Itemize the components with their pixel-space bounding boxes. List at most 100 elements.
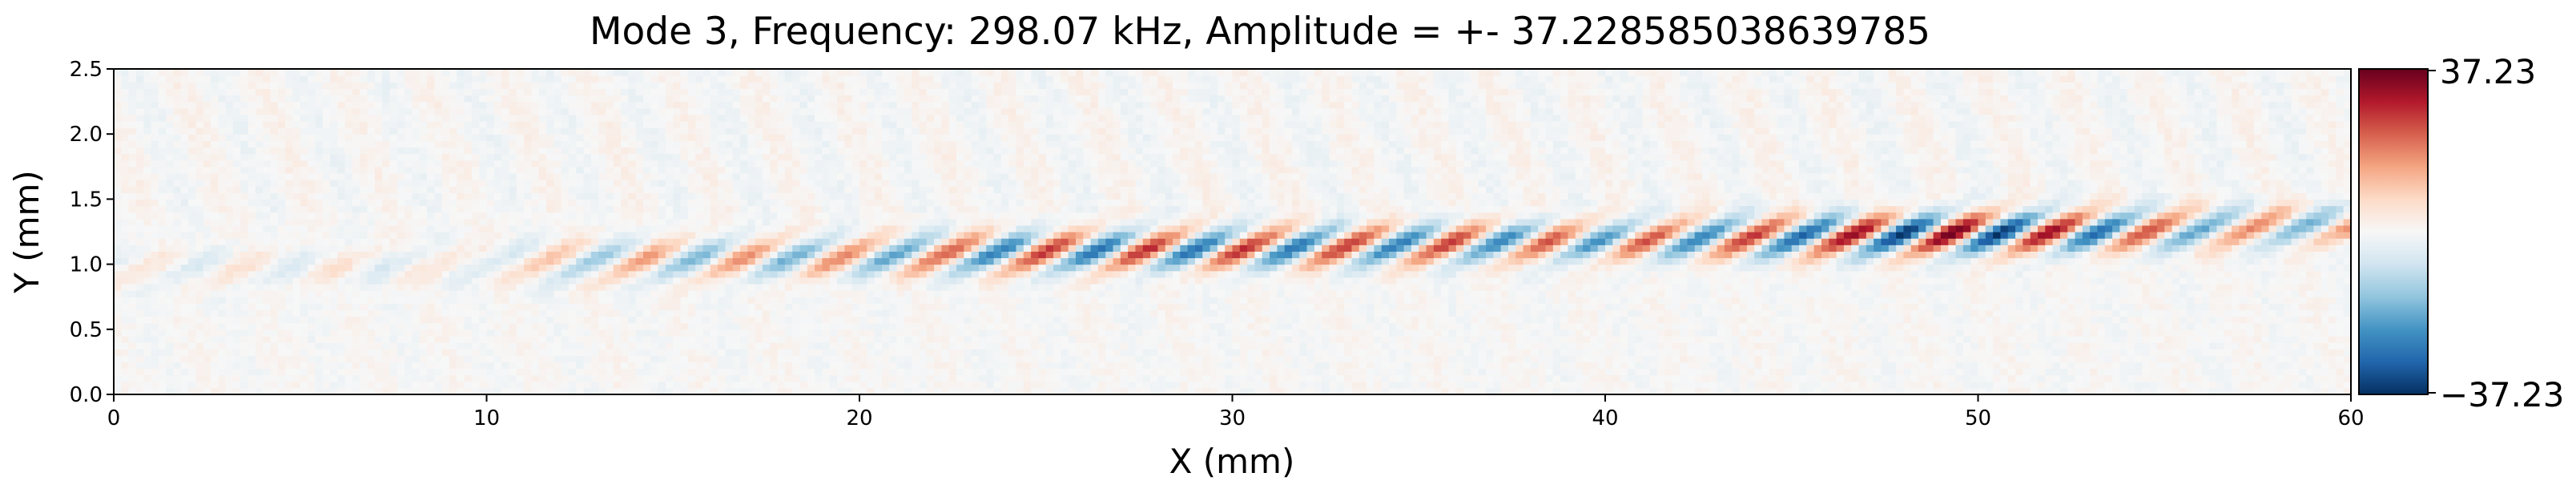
heatmap-cell [1702,362,1710,370]
heatmap-cell [1635,387,1644,394]
heatmap-cell [1568,381,1576,389]
heatmap-cell [1210,297,1218,304]
heatmap-cell [367,322,376,330]
heatmap-cell [211,342,219,350]
heatmap-cell [300,303,308,311]
heatmap-cell [1403,335,1412,343]
heatmap-cell [1978,309,1986,317]
heatmap-cell [1374,374,1383,382]
heatmap-cell [1344,309,1353,317]
heatmap-cell [1135,309,1144,317]
heatmap-cell [240,290,249,297]
heatmap-cell [1284,342,1293,350]
heatmap-cell [1687,342,1696,350]
heatmap-cell [1210,387,1218,394]
heatmap-cell [1202,309,1211,317]
heatmap-cell [434,309,443,317]
heatmap-cell [1411,342,1419,350]
heatmap-cell [1813,309,1822,317]
heatmap-cell [135,290,144,297]
heatmap-cell [1926,309,1934,317]
heatmap-cell [576,335,585,343]
heatmap-cell [941,335,950,343]
heatmap-cell [643,362,651,370]
heatmap-cell [1486,290,1494,297]
heatmap-cell [1955,381,1964,389]
heatmap-cell [2179,309,2188,317]
heatmap-cell [2306,387,2315,394]
heatmap-cell [2224,381,2232,389]
heatmap-cell [509,329,517,337]
heatmap-cell [553,355,562,362]
heatmap-cell [1165,368,1173,376]
heatmap-cell [471,290,480,297]
heatmap-cell [993,309,1002,317]
heatmap-cell [1254,290,1263,297]
heatmap-cell [1597,322,1606,330]
heatmap-cell [1843,349,1852,356]
heatmap-cell [1113,387,1121,394]
heatmap-cell [396,290,405,297]
heatmap-cell [2023,309,2031,317]
heatmap-cell [2187,362,2196,370]
heatmap-cell [1142,387,1151,394]
heatmap-cell [232,387,241,394]
heatmap-cell [1135,349,1144,356]
heatmap-cell [1851,309,1860,317]
heatmap-cell [815,368,823,376]
heatmap-cell [1777,329,1785,337]
heatmap-cell [1075,329,1084,337]
heatmap-cell [1806,374,1815,382]
heatmap-cell [1299,316,1308,324]
heatmap-cell [1090,283,1099,291]
heatmap-cell [1590,374,1599,382]
heatmap-cell [687,381,696,389]
heatmap-cell [859,283,867,291]
heatmap-cell [844,342,853,350]
heatmap-cell [1962,329,1971,337]
heatmap-cell [1061,362,1069,370]
heatmap-cell [1575,322,1584,330]
heatmap-cell [680,283,689,291]
heatmap-cell [1344,342,1353,350]
heatmap-cell [449,329,457,337]
heatmap-cell [270,349,279,356]
heatmap-cell [538,329,547,337]
heatmap-cell [2067,329,2076,337]
heatmap-cell [1993,290,2002,297]
heatmap-cell [2216,290,2225,297]
heatmap-cell [658,322,666,330]
heatmap-cell [658,342,666,350]
heatmap-cell [1463,303,1472,311]
heatmap-cell [143,290,152,297]
heatmap-cell [524,335,532,343]
heatmap-cell [784,374,793,382]
heatmap-cell [718,374,727,382]
heatmap-cell [1262,322,1270,330]
heatmap-cell [2328,381,2337,389]
heatmap-cell [1948,368,1957,376]
heatmap-cell [1105,381,1114,389]
heatmap-cell [1306,387,1315,394]
heatmap-cell [859,362,867,370]
heatmap-cell [844,303,853,311]
heatmap-cell [1254,329,1263,337]
heatmap-cell [524,387,532,394]
heatmap-cell [1433,297,1442,304]
heatmap-cell [934,355,943,362]
heatmap-cell [1575,381,1584,389]
heatmap-cell [1389,387,1397,394]
heatmap-cell [613,329,622,337]
heatmap-cell [725,329,734,337]
heatmap-cell [1358,290,1367,297]
heatmap-cell [1426,322,1435,330]
heatmap-cell [867,329,875,337]
heatmap-cell [1940,374,1949,382]
heatmap-cell [1090,290,1099,297]
heatmap-cell [218,316,227,324]
heatmap-cell [718,322,727,330]
heatmap-cell [993,322,1002,330]
heatmap-cell [1411,374,1419,382]
heatmap-cell [740,309,748,317]
heatmap-cell [1135,362,1144,370]
